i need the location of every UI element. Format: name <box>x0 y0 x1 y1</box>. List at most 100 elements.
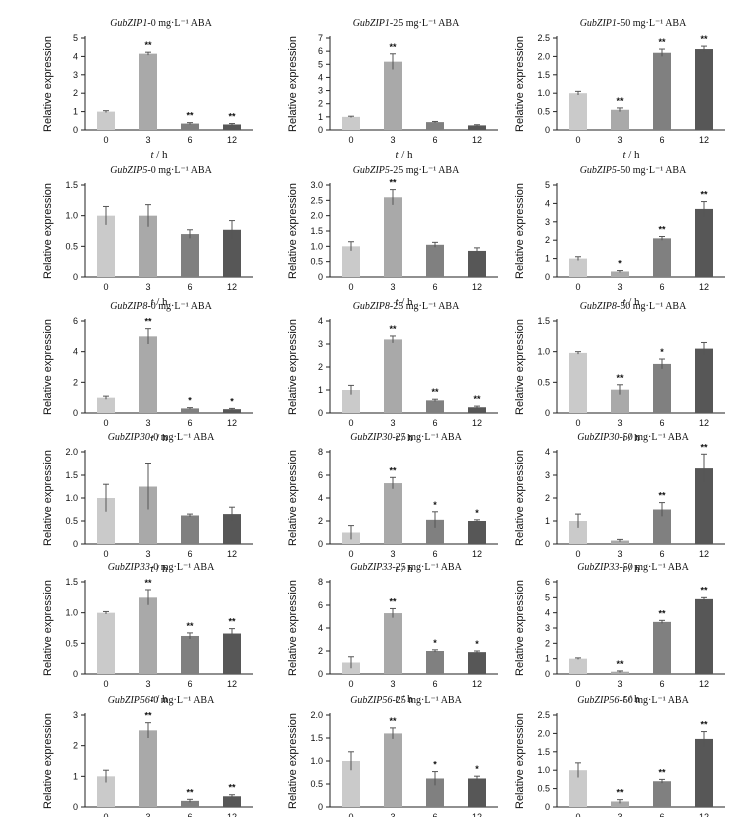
significance-label: * <box>475 508 479 518</box>
y-tick-label: 6 <box>318 470 323 480</box>
significance-label: ** <box>700 720 708 730</box>
x-axis-label-unit: / h <box>626 296 641 308</box>
chart-title-gene: GubZIP33 <box>577 562 619 573</box>
y-tick-label: 0.5 <box>65 241 78 251</box>
bar <box>223 229 241 277</box>
x-tick-label: 6 <box>659 135 664 145</box>
significance-label: * <box>660 347 664 357</box>
x-tick-label: 3 <box>390 282 395 292</box>
chart-title-condition: -0 mg·L⁻¹ ABA <box>147 301 212 312</box>
chart-title-condition: -0 mg·L⁻¹ ABA <box>147 18 212 29</box>
x-axis-label-unit: / h <box>626 149 641 161</box>
bar <box>342 390 360 413</box>
x-axis-label: t / h <box>395 296 413 308</box>
x-tick-label: 6 <box>187 549 192 559</box>
chart-title-condition: -25 mg·L⁻¹ ABA <box>390 301 460 312</box>
y-tick-label: 0 <box>318 408 323 418</box>
x-tick-label: 12 <box>227 679 237 689</box>
x-axis-label-var: t <box>150 296 154 308</box>
significance-label: ** <box>616 96 624 106</box>
bar <box>139 730 157 807</box>
x-tick-label: 3 <box>145 679 150 689</box>
y-tick-label: 0.5 <box>310 257 323 267</box>
y-tick-label: 3 <box>545 217 550 227</box>
y-tick-label: 1.0 <box>65 211 78 221</box>
bar <box>569 770 587 807</box>
x-tick-label: 0 <box>103 679 108 689</box>
y-tick-label: 1.5 <box>310 733 323 743</box>
x-axis-label-var: t <box>622 693 626 705</box>
chart-title-gene: GubZIP5 <box>580 165 617 176</box>
y-tick-label: 0 <box>545 125 550 135</box>
significance-label: ** <box>389 596 397 606</box>
y-tick-label: 4 <box>318 72 323 82</box>
x-tick-label: 0 <box>575 679 580 689</box>
x-tick-label: 3 <box>617 812 622 817</box>
x-tick-label: 0 <box>348 679 353 689</box>
bar <box>223 514 241 544</box>
y-axis-label: Relative expression <box>287 319 299 415</box>
x-axis-label: t / h <box>150 149 168 161</box>
y-tick-label: 3.0 <box>310 180 323 190</box>
significance-label: ** <box>389 178 397 188</box>
significance-label: * <box>433 500 437 510</box>
chart-panel: GubZIP1-0 mg·L⁻¹ ABA Relative expression 0… <box>42 18 253 161</box>
y-tick-label: 0 <box>545 802 550 812</box>
chart-title: GubZIP30-50 mg·L⁻¹ ABA <box>577 432 689 443</box>
x-tick-label: 3 <box>617 679 622 689</box>
y-tick-label: 0 <box>73 669 78 679</box>
chart-title: GubZIP56-0 mg·L⁻¹ ABA <box>108 695 215 706</box>
y-axis-label: Relative expression <box>287 713 299 809</box>
bar <box>426 244 444 277</box>
bar <box>139 597 157 674</box>
y-tick-label: 0 <box>545 669 550 679</box>
x-tick-label: 6 <box>659 418 664 428</box>
chart-title-gene: GubZIP56 <box>108 695 150 706</box>
x-tick-label: 6 <box>187 282 192 292</box>
chart-title: GubZIP5-25 mg·L⁻¹ ABA <box>353 165 460 176</box>
x-axis-label: t / h <box>150 563 168 575</box>
chart-title-condition: -25 mg·L⁻¹ ABA <box>392 695 462 706</box>
bar <box>181 635 199 674</box>
y-tick-label: 2 <box>545 493 550 503</box>
bar <box>695 208 713 277</box>
x-axis-label-var: t <box>150 149 154 161</box>
significance-label: ** <box>144 711 152 721</box>
x-axis-label: t / h <box>150 432 168 444</box>
bar <box>97 215 115 277</box>
x-axis-label-unit: / h <box>154 693 169 705</box>
x-axis-label-unit: / h <box>626 563 641 575</box>
bar <box>97 498 115 544</box>
x-axis-label-var: t <box>150 693 154 705</box>
y-tick-label: 4 <box>318 493 323 503</box>
bar <box>611 540 629 544</box>
x-tick-label: 12 <box>227 135 237 145</box>
y-tick-label: 1.0 <box>537 347 550 357</box>
chart-title-condition: -0 mg·L⁻¹ ABA <box>150 562 215 573</box>
chart-title-condition: -50 mg·L⁻¹ ABA <box>617 165 687 176</box>
y-axis-label: Relative expression <box>42 183 54 279</box>
chart-title-condition: -50 mg·L⁻¹ ABA <box>617 301 687 312</box>
chart-title: GubZIP56-25 mg·L⁻¹ ABA <box>350 695 462 706</box>
bar <box>384 339 402 413</box>
y-tick-label: 2 <box>73 377 78 387</box>
y-tick-label: 1 <box>545 254 550 264</box>
y-tick-label: 2 <box>73 741 78 751</box>
y-tick-label: 6 <box>318 46 323 56</box>
x-axis-label-unit: / h <box>154 149 169 161</box>
bar <box>384 61 402 130</box>
significance-label: ** <box>389 42 397 52</box>
y-tick-label: 5 <box>545 180 550 190</box>
x-tick-label: 6 <box>432 549 437 559</box>
bar <box>695 348 713 413</box>
bar <box>653 238 671 277</box>
bar <box>653 781 671 807</box>
bar <box>611 389 629 413</box>
y-axis-label: Relative expression <box>514 450 526 546</box>
x-axis-label-var: t <box>395 693 399 705</box>
y-tick-label: 4 <box>545 198 550 208</box>
